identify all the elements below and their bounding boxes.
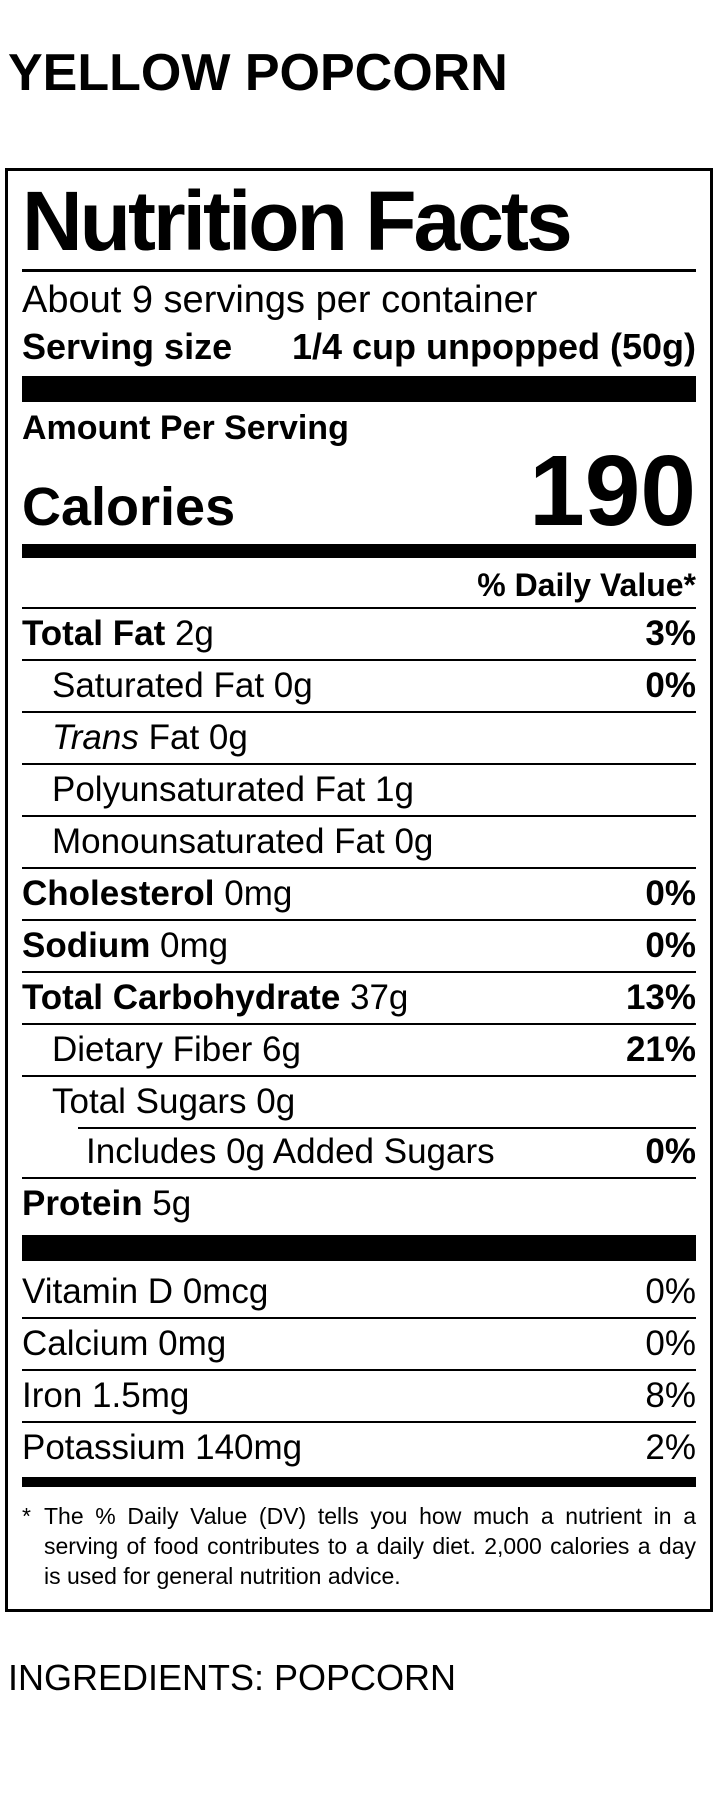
daily-value: 2% [645, 1428, 696, 1467]
serving-size-label: Serving size [22, 326, 233, 367]
daily-value: 0% [645, 926, 696, 965]
page: YELLOW POPCORN Nutrition Facts About 9 s… [0, 44, 722, 1700]
nutrition-facts-title: Nutrition Facts [22, 174, 573, 268]
nutrient-name: Sodium 0mg [22, 926, 229, 965]
nutrient-rows: Total Fat 2g 3% Saturated Fat 0g 0% Trans Fa… [22, 609, 696, 1229]
nutrient-name: Trans Fat 0g [52, 718, 248, 757]
nutrient-row: Vitamin D 0mcg 0% [22, 1267, 696, 1317]
title-divider [22, 269, 696, 272]
section-bar-protein [22, 1235, 696, 1261]
nutrient-row: Trans Fat 0g [22, 711, 696, 763]
calories-label: Calories [22, 477, 236, 537]
daily-value: 0% [645, 874, 696, 913]
daily-value: 8% [645, 1376, 696, 1415]
footnote: * The % Daily Value (DV) tells you how m… [22, 1493, 696, 1599]
nutrient-row: Total Carbohydrate 37g 13% [22, 971, 696, 1023]
nutrient-name: Saturated Fat 0g [52, 666, 313, 705]
nutrient-name: Calcium 0mg [22, 1324, 227, 1363]
nutrient-name: Iron 1.5mg [22, 1376, 190, 1415]
daily-value: 0% [645, 1132, 696, 1171]
product-title: YELLOW POPCORN [8, 44, 508, 102]
calories-row: Calories 190 [22, 435, 696, 547]
footnote-asterisk: * [22, 1503, 31, 1529]
amount-per-serving-label: Amount Per Serving [22, 409, 349, 447]
nutrient-name: Potassium 140mg [22, 1428, 303, 1467]
nutrient-row: Iron 1.5mg 8% [22, 1369, 696, 1421]
nutrient-name: Cholesterol 0mg [22, 874, 293, 913]
daily-value: 3% [645, 614, 696, 653]
daily-value: 0% [645, 666, 696, 705]
nutrient-row: Calcium 0mg 0% [22, 1317, 696, 1369]
calories-value: 190 [529, 435, 696, 547]
nutrient-name: Dietary Fiber 6g [52, 1030, 301, 1069]
nutrient-row: Monounsaturated Fat 0g [22, 815, 696, 867]
nutrient-name: Monounsaturated Fat 0g [52, 822, 434, 861]
section-bar-footnote [22, 1477, 696, 1487]
nutrient-name: Protein 5g [22, 1184, 192, 1223]
nutrient-name: Includes 0g Added Sugars [86, 1132, 495, 1171]
daily-value: 21% [625, 1030, 696, 1069]
daily-value-header: % Daily Value* [22, 563, 696, 609]
nutrient-row: Includes 0g Added Sugars 0% [22, 1127, 696, 1177]
nutrient-row: Cholesterol 0mg 0% [22, 867, 696, 919]
daily-value: 0% [645, 1272, 696, 1311]
nutrient-row: Total Fat 2g 3% [22, 609, 696, 659]
daily-value: 13% [625, 978, 696, 1017]
nutrient-row: Potassium 140mg 2% [22, 1421, 696, 1473]
section-bar-calories [22, 544, 696, 558]
servings-per-container: About 9 servings per container [22, 279, 538, 321]
nutrient-row: Protein 5g [22, 1177, 696, 1229]
ingredients-text: INGREDIENTS: POPCORN [8, 1657, 457, 1698]
nutrient-name: Total Sugars 0g [52, 1082, 296, 1121]
nutrient-name: Polyunsaturated Fat 1g [52, 770, 414, 809]
nutrient-row: Dietary Fiber 6g 21% [22, 1023, 696, 1075]
nutrient-row: Total Sugars 0g [22, 1075, 696, 1127]
daily-value: 0% [645, 1324, 696, 1363]
section-bar-top [22, 376, 696, 402]
nutrient-row: Polyunsaturated Fat 1g [22, 763, 696, 815]
footnote-text: The % Daily Value (DV) tells you how muc… [44, 1503, 696, 1589]
nutrient-name: Total Carbohydrate 37g [22, 978, 409, 1017]
serving-size-row: Serving size 1/4 cup unpopped (50g) [22, 324, 696, 370]
nutrient-row: Sodium 0mg 0% [22, 919, 696, 971]
nutrient-row: Saturated Fat 0g 0% [22, 659, 696, 711]
nutrition-facts-label: Nutrition Facts About 9 servings per con… [5, 168, 713, 1612]
nutrient-name: Total Fat 2g [22, 614, 214, 653]
nutrient-name: Vitamin D 0mcg [22, 1272, 269, 1311]
serving-size-value: 1/4 cup unpopped (50g) [291, 326, 696, 367]
vitamin-rows: Vitamin D 0mcg 0% Calcium 0mg 0% Iron 1.5mg 8… [22, 1267, 696, 1473]
